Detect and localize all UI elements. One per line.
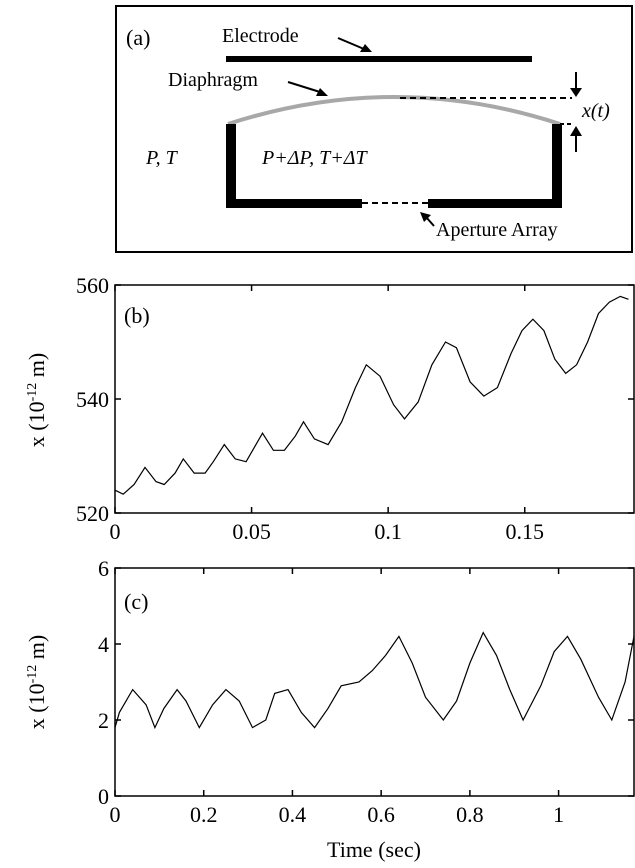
displacement-arrow-bottom-head bbox=[570, 126, 582, 136]
x-tick-label-c: 0 bbox=[110, 802, 121, 827]
x-tick-label-c: 0.2 bbox=[190, 802, 218, 827]
plot-area-b bbox=[114, 284, 635, 514]
electrode-bar bbox=[226, 56, 532, 62]
displacement-label: x(t) bbox=[581, 100, 610, 122]
schematic-panel-label: (a) bbox=[126, 25, 150, 50]
y-tick-label-b: 540 bbox=[76, 387, 109, 412]
electrode-arrow-line bbox=[337, 37, 365, 50]
schematic-panel: (a) Electrode Diaphragm P, T P+ΔP, T+ΔT … bbox=[115, 5, 633, 253]
y-tick-label-c: 2 bbox=[98, 708, 109, 733]
series-line-b bbox=[114, 295, 629, 495]
x-tick-label-b: 0.15 bbox=[505, 519, 544, 544]
y-axis-title-b: x (10-12 m) bbox=[24, 353, 49, 447]
x-tick-label-c: 1 bbox=[553, 802, 564, 827]
electrode-label: Electrode bbox=[222, 25, 299, 47]
x-tick-label-b: 0 bbox=[110, 519, 121, 544]
electrode-arrow-head bbox=[360, 44, 372, 52]
y-tick-label-c: 4 bbox=[98, 632, 109, 657]
y-tick-label-c: 0 bbox=[98, 784, 109, 809]
diaphragm-label: Diaphragm bbox=[168, 69, 258, 91]
displacement-arrow-top-head bbox=[570, 88, 582, 97]
plot-area-c bbox=[114, 567, 635, 797]
y-axis-title-c: x (10-12 m) bbox=[24, 635, 49, 729]
chart-panel-c: (c) x (10-12 m) Time (sec) 0 0.2 0.4 0.6 0.8… bbox=[24, 556, 635, 862]
x-tick-label-b: 0.1 bbox=[374, 519, 402, 544]
chamber-bottom-left bbox=[226, 199, 362, 208]
diaphragm-arrow-head bbox=[316, 88, 328, 96]
schematic-frame bbox=[115, 5, 633, 253]
y-tick-label-c: 6 bbox=[98, 556, 109, 581]
y-tick-label-b: 560 bbox=[76, 273, 109, 298]
inside-pt-label: P+ΔP, T+ΔT bbox=[261, 147, 368, 169]
series-line-c bbox=[114, 631, 635, 730]
x-tick-label-b: 0.05 bbox=[232, 519, 271, 544]
diaphragm-curve bbox=[227, 95, 561, 126]
panel-label-b: (b) bbox=[124, 303, 150, 328]
chamber-right-wall bbox=[552, 124, 562, 208]
aperture-arrow-line bbox=[425, 216, 435, 227]
y-tick-label-b: 520 bbox=[76, 501, 109, 526]
outside-pt-label: P, T bbox=[145, 147, 179, 169]
aperture-label: Aperture Array bbox=[436, 219, 558, 241]
chart-panel-b: (b) x (10-12 m) 0 0.05 0.1 0.15 520 540 560 bbox=[24, 273, 635, 544]
chamber-bottom-right bbox=[428, 199, 562, 208]
chamber-left-wall bbox=[226, 124, 236, 208]
panel-label-c: (c) bbox=[124, 589, 148, 614]
diaphragm-arrow-line bbox=[287, 81, 321, 93]
aperture-arrow-head bbox=[420, 212, 431, 222]
x-tick-label-c: 0.4 bbox=[279, 802, 307, 827]
x-tick-label-c: 0.8 bbox=[456, 802, 484, 827]
x-axis-title-c: Time (sec) bbox=[327, 837, 421, 862]
x-tick-label-c: 0.6 bbox=[367, 802, 395, 827]
